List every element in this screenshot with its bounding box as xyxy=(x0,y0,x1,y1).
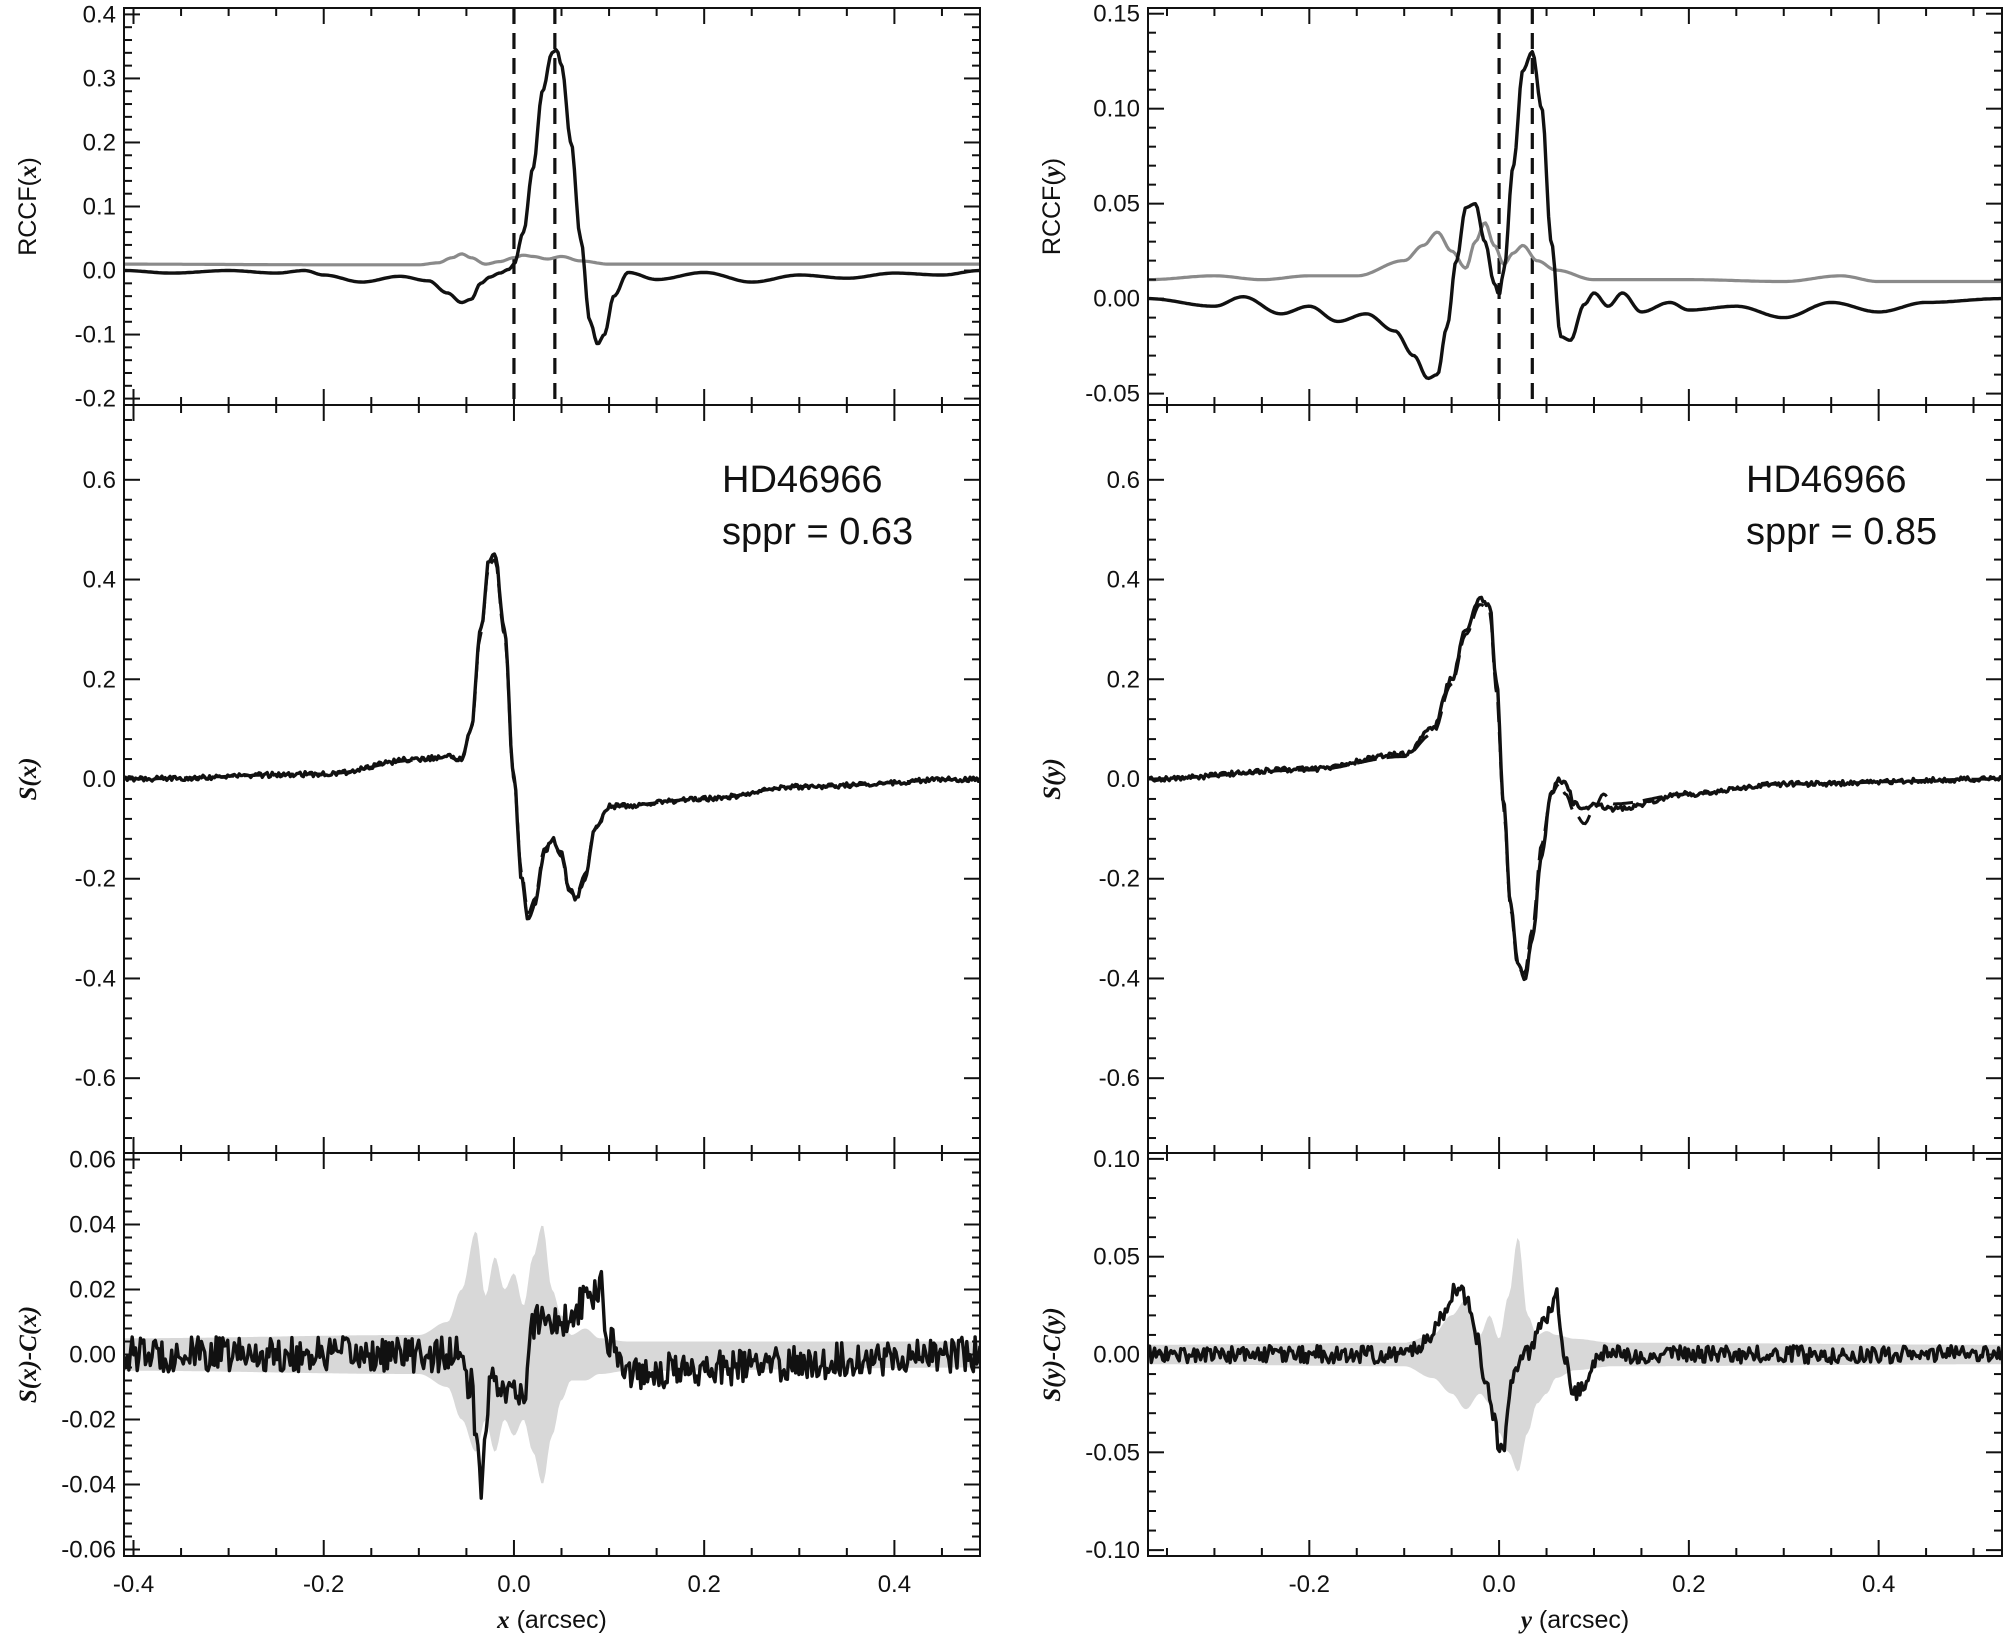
y-tick-label: 0.6 xyxy=(1107,467,1140,494)
panel-left-top: -0.2 -0.1 0.0 0.1 0.2 0.3 0.4 RCCF(x) xyxy=(14,1,981,413)
series-line xyxy=(124,1269,980,1500)
y-tick-label: -0.06 xyxy=(61,1537,116,1564)
y-tick-label: 0.1 xyxy=(83,194,116,221)
star-name-annotation: HD46966 xyxy=(1746,459,1907,501)
y-tick-label: 0.10 xyxy=(1093,1146,1140,1173)
y-tick-label: -0.4 xyxy=(75,965,116,992)
y-tick-label: -0.1 xyxy=(75,322,116,349)
y-tick-label: -0.04 xyxy=(61,1472,116,1499)
series-line xyxy=(124,48,980,346)
y-tick-label: 0.02 xyxy=(69,1277,116,1304)
y-tick-label: 0.05 xyxy=(1093,1244,1140,1271)
y-tick-label: -0.2 xyxy=(75,866,116,893)
x-tick-label: -0.2 xyxy=(1289,1571,1330,1598)
x-tick-label: 0.4 xyxy=(1862,1571,1895,1598)
x-tick-label: 0.4 xyxy=(878,1571,911,1598)
y-tick-label: 0.04 xyxy=(69,1212,116,1239)
y-tick-label: -0.4 xyxy=(1099,965,1140,992)
y-tick-label: 0.00 xyxy=(1093,1342,1140,1369)
plot-frame xyxy=(1147,7,2003,406)
y-tick-label: 0.10 xyxy=(1093,96,1140,123)
y-axis-label: RCCF(y) xyxy=(1038,158,1066,255)
y-tick-label: 0.2 xyxy=(83,666,116,693)
x-tick-label: -0.2 xyxy=(303,1571,344,1598)
y-tick-label: -0.6 xyxy=(1099,1065,1140,1092)
star-name-annotation: HD46966 xyxy=(722,459,883,501)
series-line xyxy=(1148,1282,2002,1454)
y-tick-label: -0.2 xyxy=(1099,866,1140,893)
plot-frame xyxy=(123,7,981,406)
x-tick-label: -0.4 xyxy=(113,1571,154,1598)
x-tick-label: 0.0 xyxy=(1482,1571,1515,1598)
series-line xyxy=(124,558,980,915)
y-tick-label: 0.6 xyxy=(83,467,116,494)
y-tick-label: 0.0 xyxy=(1107,766,1140,793)
x-tick-label: 0.2 xyxy=(687,1571,720,1598)
panel-right-middle: -0.6 -0.4 -0.2 0.0 0.2 0.4 0.6 S(y) HD46966 sppr … xyxy=(1039,404,2003,1154)
y-axis-label: S(y)-C(y) xyxy=(1039,1307,1066,1401)
panel-right-bottom: -0.10 -0.05 0.00 0.05 0.10 -0.2 0.0 0.2 0.4 y (ar… xyxy=(1039,1146,2003,1634)
series-line xyxy=(1148,595,2002,982)
y-tick-label: 0.15 xyxy=(1093,1,1140,28)
y-tick-label: -0.05 xyxy=(1085,1439,1140,1466)
y-tick-label: 0.00 xyxy=(69,1342,116,1369)
y-axis-label: S(y) xyxy=(1039,758,1066,800)
y-tick-label: 0.2 xyxy=(1107,666,1140,693)
y-tick-label: 0.0 xyxy=(83,258,116,285)
y-tick-label: 0.4 xyxy=(83,1,116,28)
series-line xyxy=(1148,603,2002,975)
x-axis-label: y (arcsec) xyxy=(1518,1606,1629,1634)
sppr-annotation: sppr = 0.63 xyxy=(722,511,913,553)
y-tick-label: -0.6 xyxy=(75,1065,116,1092)
series-line xyxy=(1148,50,2002,381)
y-tick-label: 0.2 xyxy=(83,129,116,156)
panel-left-middle: -0.6 -0.4 -0.2 0.0 0.2 0.4 0.6 S(x) HD46966 sppr … xyxy=(15,404,981,1154)
y-tick-label: 0.4 xyxy=(1107,567,1140,594)
series-line xyxy=(124,552,980,921)
y-tick-label: -0.02 xyxy=(61,1407,116,1434)
error-band xyxy=(124,1225,980,1484)
panel-left-bottom: -0.06 -0.04 -0.02 0.00 0.02 0.04 0.06 -0.4 -0.2 0… xyxy=(15,1147,981,1634)
y-tick-label: 0.06 xyxy=(69,1147,116,1174)
y-tick-label: 0.0 xyxy=(83,766,116,793)
error-band xyxy=(1148,1237,2002,1472)
x-axis-label: x (arcsec) xyxy=(496,1606,607,1634)
y-tick-label: 0.00 xyxy=(1093,286,1140,313)
y-axis-label: S(x) xyxy=(15,757,42,800)
x-tick-label: 0.2 xyxy=(1672,1571,1705,1598)
series-line xyxy=(1148,221,2002,284)
y-tick-label: -0.05 xyxy=(1085,381,1140,408)
y-axis-label: RCCF(x) xyxy=(14,157,42,256)
x-tick-label: 0.0 xyxy=(497,1571,530,1598)
y-tick-label: -0.10 xyxy=(1085,1537,1140,1564)
series-line xyxy=(124,252,980,267)
sppr-annotation: sppr = 0.85 xyxy=(1746,511,1937,553)
y-tick-label: 0.3 xyxy=(83,65,116,92)
y-tick-label: 0.05 xyxy=(1093,191,1140,218)
y-tick-label: -0.2 xyxy=(75,386,116,413)
panel-right-top: -0.05 0.00 0.05 0.10 0.15 RCCF(y) xyxy=(1038,1,2003,408)
y-axis-label: S(x)-C(x) xyxy=(15,1306,42,1403)
y-tick-label: 0.4 xyxy=(83,567,116,594)
